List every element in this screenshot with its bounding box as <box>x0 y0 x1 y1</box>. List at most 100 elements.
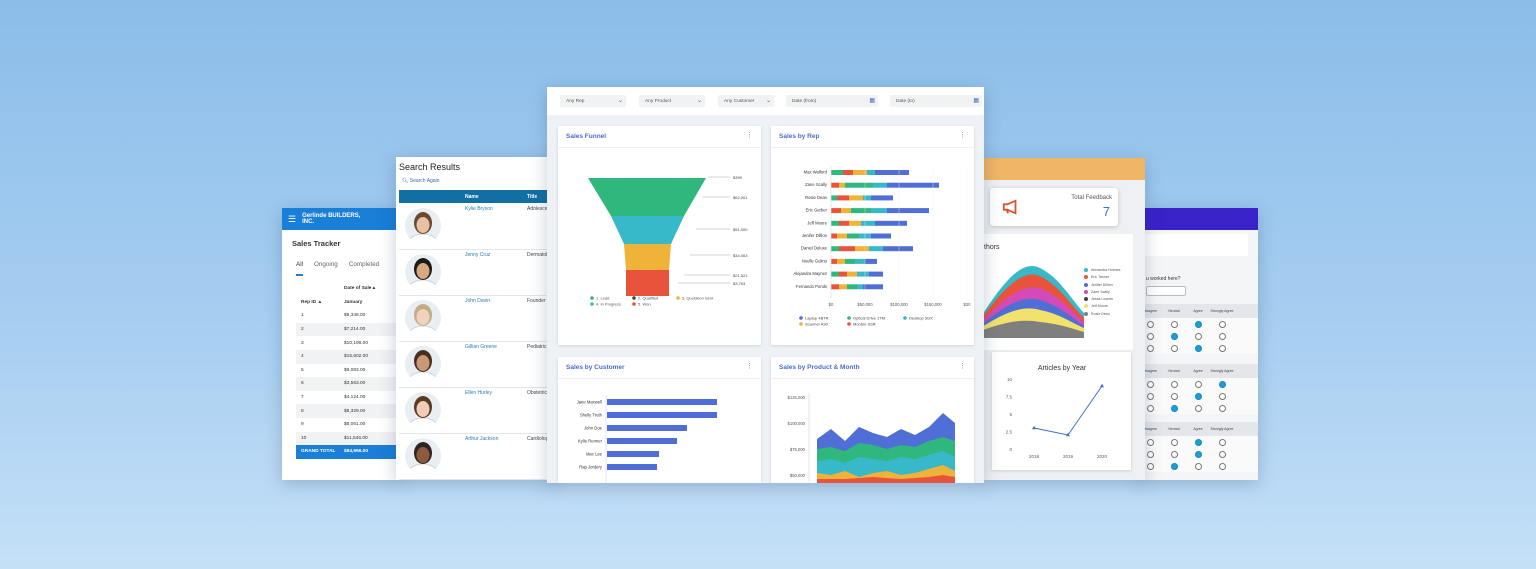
radio-button[interactable] <box>1170 344 1178 352</box>
radio-button[interactable] <box>1194 380 1202 388</box>
calendar-icon[interactable]: ▦ <box>869 98 875 104</box>
table-row[interactable]: 2 $7,214.00 <box>296 322 400 337</box>
bar-segment <box>837 195 849 201</box>
bar-segment <box>849 195 863 201</box>
more-options-icon[interactable]: ⋮ <box>959 363 966 370</box>
table-row[interactable]: 4 $15,602.00 <box>296 349 400 364</box>
list-item[interactable]: Jenny Cruz Dermatolo <box>399 250 556 296</box>
list-item[interactable]: Gillian Greene Pediatric <box>399 342 556 388</box>
more-options-icon[interactable]: ⋮ <box>746 363 753 370</box>
radio-button[interactable] <box>1194 332 1202 340</box>
table-row[interactable]: 5 $6,083.00 <box>296 364 400 378</box>
legend-swatch <box>847 316 851 320</box>
amount-cell: $15,602.00 <box>344 354 369 360</box>
more-options-icon[interactable]: ⋮ <box>959 132 966 139</box>
col-name[interactable]: Name <box>465 193 479 200</box>
bar-segment <box>831 182 839 188</box>
radio-button[interactable] <box>1170 320 1178 328</box>
radio-button[interactable] <box>1218 462 1226 470</box>
person-name-link[interactable]: Gillian Greene <box>465 344 497 350</box>
bar-segment <box>831 170 843 175</box>
date-to-input[interactable]: Date (to) ▦ <box>890 95 982 107</box>
rep-filter[interactable]: Any Rep ⌄ <box>560 95 626 107</box>
radio-button[interactable] <box>1170 380 1178 388</box>
amount-cell: $6,083.00 <box>344 367 366 373</box>
table-row[interactable]: 1 $9,348.00 <box>296 309 400 323</box>
sort-up-icon[interactable]: ▲ <box>371 286 377 292</box>
radio-button[interactable] <box>1170 392 1178 400</box>
radio-button[interactable] <box>1146 380 1154 388</box>
product-filter[interactable]: Any Product ⌄ <box>639 95 705 107</box>
table-row[interactable]: 8 $8,329.00 <box>296 404 400 418</box>
date-from-input[interactable]: Date (from) ▦ <box>786 95 878 107</box>
radio-button[interactable] <box>1194 344 1202 352</box>
radio-button[interactable] <box>1218 380 1226 388</box>
radio-button[interactable] <box>1146 320 1154 328</box>
list-item[interactable]: Arthur Jackson Cardiolog <box>399 434 556 480</box>
tab-all[interactable]: All <box>296 261 303 276</box>
radio-button[interactable] <box>1146 344 1154 352</box>
legend-item: Jenifer Dillion <box>1084 282 1120 287</box>
radio-button[interactable] <box>1218 344 1226 352</box>
sort-up-icon[interactable]: ▲ <box>316 299 323 305</box>
total-feedback-tile[interactable]: Total Feedback 7 <box>990 188 1118 226</box>
radio-button[interactable] <box>1146 450 1154 458</box>
radio-button[interactable] <box>1146 438 1154 446</box>
rep-id-cell: 3 <box>301 340 304 346</box>
calendar-icon[interactable]: ▦ <box>973 98 979 104</box>
table-row[interactable]: 10 $11,546.00 <box>296 431 400 446</box>
radio-button[interactable] <box>1194 320 1202 328</box>
radio-button[interactable] <box>1194 404 1202 412</box>
radio-button[interactable] <box>1218 450 1226 458</box>
radio-button[interactable] <box>1170 438 1178 446</box>
brand-logo: Gerlinde BUILDERS, INC. <box>302 213 361 225</box>
customer-filter[interactable]: Any Customer ⌄ <box>718 95 774 107</box>
menu-icon[interactable]: ☰ <box>288 213 297 224</box>
radio-button[interactable] <box>1170 332 1178 340</box>
radio-button[interactable] <box>1218 392 1226 400</box>
table-row[interactable]: 3 $10,196.00 <box>296 336 400 350</box>
tab-completed[interactable]: Completed <box>348 261 380 268</box>
radio-button[interactable] <box>1146 392 1154 400</box>
radio-button[interactable] <box>1170 462 1178 470</box>
customer-bar <box>607 425 687 431</box>
person-name-link[interactable]: Jenny Cruz <box>465 252 491 258</box>
data-point <box>1100 383 1104 388</box>
search-again-link[interactable]: 🔍︎ Search Again <box>402 178 440 184</box>
table-row[interactable]: 7 $4,124.00 <box>296 391 400 405</box>
person-name-link[interactable]: Arthur Jackson <box>465 436 499 442</box>
col-january[interactable]: January <box>344 299 363 305</box>
bar-segment <box>831 258 837 264</box>
col-rep-id[interactable]: Rep ID <box>301 299 317 305</box>
survey-input[interactable] <box>1144 234 1248 256</box>
person-name-link[interactable]: Kylie Bryson <box>465 206 493 212</box>
col-date-of-sale[interactable]: Date of Sale <box>344 286 372 292</box>
amount-cell: $11,546.00 <box>344 435 368 441</box>
radio-button[interactable] <box>1218 438 1226 446</box>
table-row[interactable]: 9 $8,061.00 <box>296 418 400 432</box>
radio-button[interactable] <box>1170 404 1178 412</box>
person-name-link[interactable]: John Davin <box>465 298 491 304</box>
list-item[interactable]: John Davin Founder <box>399 296 556 342</box>
radio-button[interactable] <box>1170 450 1178 458</box>
survey-select[interactable] <box>1146 286 1186 296</box>
radio-button[interactable] <box>1194 392 1202 400</box>
radio-button[interactable] <box>1146 332 1154 340</box>
avatar <box>405 392 441 428</box>
more-options-icon[interactable]: ⋮ <box>746 132 753 139</box>
col-title[interactable]: Title <box>527 193 538 200</box>
radio-button[interactable] <box>1194 438 1202 446</box>
list-item[interactable]: Ellen Hurley Obstetric <box>399 388 556 434</box>
radio-button[interactable] <box>1218 320 1226 328</box>
radio-button[interactable] <box>1218 404 1226 412</box>
radio-button[interactable] <box>1194 462 1202 470</box>
table-row[interactable]: 6 $3,563.00 <box>296 377 400 391</box>
tab-ongoing[interactable]: Ongoing <box>314 261 338 268</box>
radio-button[interactable] <box>1146 404 1154 412</box>
filter-bar: Any Rep ⌄ Any Product ⌄ Any Customer ⌄ Date… <box>547 87 984 115</box>
radio-button[interactable] <box>1218 332 1226 340</box>
radio-button[interactable] <box>1194 450 1202 458</box>
list-item[interactable]: Kylie Bryson Adolescent <box>399 204 556 250</box>
person-name-link[interactable]: Ellen Hurley <box>465 390 492 396</box>
radio-button[interactable] <box>1146 462 1154 470</box>
